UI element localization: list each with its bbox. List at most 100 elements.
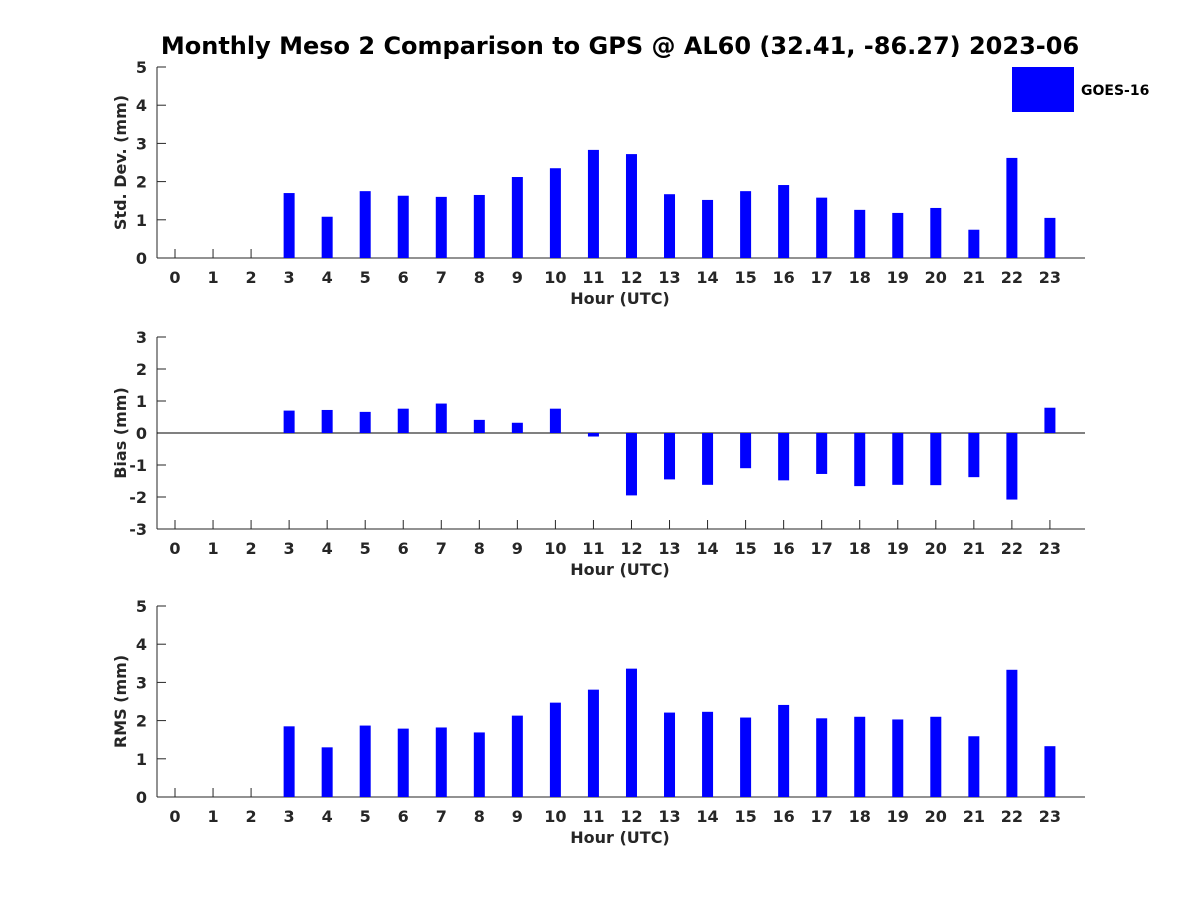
bar (1044, 407, 1056, 433)
x-tick-label: 3 (284, 268, 295, 287)
x-tick-label: 3 (284, 807, 295, 826)
bar (702, 199, 714, 258)
bar (435, 196, 447, 258)
x-tick-label: 13 (658, 807, 680, 826)
chart-legend: GOES-16 (1012, 67, 1149, 112)
bar (283, 193, 295, 258)
y-axis-label: RMS (mm) (111, 655, 130, 748)
x-tick-label: 4 (322, 807, 333, 826)
bar (816, 197, 828, 258)
x-tick-label: 16 (773, 268, 795, 287)
bar (321, 409, 333, 433)
bar (473, 419, 485, 433)
bar (1006, 669, 1018, 797)
bar (930, 716, 942, 797)
bar (1044, 217, 1056, 258)
x-tick-label: 16 (773, 539, 795, 558)
x-tick-label: 7 (436, 539, 447, 558)
y-tick-label: 1 (136, 392, 147, 411)
x-tick-label: 20 (925, 539, 947, 558)
bar (511, 422, 523, 433)
x-tick-label: 15 (734, 539, 756, 558)
y-tick-label: 4 (136, 96, 147, 115)
bar (664, 712, 676, 797)
x-axis-label: Hour (UTC) (570, 560, 670, 579)
x-tick-label: 19 (887, 268, 909, 287)
bar (587, 689, 599, 797)
x-tick-label: 20 (925, 807, 947, 826)
x-tick-label: 5 (360, 268, 371, 287)
bar (778, 433, 790, 481)
bar (549, 702, 561, 797)
legend-label: GOES-16 (1081, 83, 1149, 99)
bar (778, 185, 790, 258)
bar (511, 177, 523, 258)
x-tick-label: 23 (1039, 268, 1061, 287)
x-tick-label: 18 (849, 539, 871, 558)
x-tick-label: 22 (1001, 539, 1023, 558)
x-tick-label: 3 (284, 539, 295, 558)
bar (854, 716, 866, 797)
bar (397, 728, 409, 797)
x-tick-label: 10 (544, 268, 566, 287)
y-tick-label: 2 (136, 173, 147, 192)
bar (473, 194, 485, 258)
bar (892, 212, 904, 258)
x-tick-label: 1 (207, 539, 218, 558)
x-axis-label: Hour (UTC) (570, 289, 670, 308)
bar (664, 194, 676, 258)
x-tick-label: 0 (169, 268, 180, 287)
y-tick-label: 2 (136, 360, 147, 379)
x-axis-label: Hour (UTC) (570, 828, 670, 847)
x-tick-label: 6 (398, 539, 409, 558)
bar (587, 433, 599, 437)
x-tick-label: 19 (887, 539, 909, 558)
bar (816, 433, 828, 474)
y-axis-label: Std. Dev. (mm) (111, 95, 130, 230)
bar (397, 408, 409, 433)
y-tick-label: 3 (136, 134, 147, 153)
x-tick-label: 14 (696, 268, 718, 287)
x-tick-label: 7 (436, 268, 447, 287)
x-tick-label: 6 (398, 268, 409, 287)
bar (854, 209, 866, 258)
bar (740, 717, 752, 797)
x-tick-label: 21 (963, 539, 985, 558)
x-tick-label: 5 (360, 807, 371, 826)
x-tick-label: 18 (849, 268, 871, 287)
x-tick-label: 1 (207, 807, 218, 826)
x-tick-label: 21 (963, 807, 985, 826)
y-tick-label: 5 (136, 597, 147, 616)
y-tick-label: 5 (136, 58, 147, 77)
x-tick-label: 2 (246, 268, 257, 287)
x-tick-label: 13 (658, 539, 680, 558)
bar (930, 433, 942, 486)
bar (283, 410, 295, 433)
y-tick-label: -1 (129, 456, 147, 475)
bar (740, 433, 752, 469)
x-tick-label: 11 (582, 807, 604, 826)
x-tick-label: 16 (773, 807, 795, 826)
bar (1006, 157, 1018, 258)
bar (549, 168, 561, 258)
legend-swatch (1012, 67, 1074, 112)
y-tick-label: 4 (136, 635, 147, 654)
x-tick-label: 19 (887, 807, 909, 826)
bar (397, 195, 409, 258)
y-tick-label: 2 (136, 712, 147, 731)
bar (740, 191, 752, 258)
x-tick-label: 10 (544, 807, 566, 826)
bar (1044, 746, 1056, 797)
x-tick-label: 22 (1001, 268, 1023, 287)
bar (968, 229, 980, 258)
y-tick-label: -2 (129, 488, 147, 507)
y-tick-label: -3 (129, 520, 147, 539)
bar (892, 719, 904, 797)
x-tick-label: 0 (169, 807, 180, 826)
y-tick-label: 0 (136, 424, 147, 443)
y-tick-label: 3 (136, 328, 147, 347)
x-tick-label: 2 (246, 807, 257, 826)
bar (1006, 433, 1018, 500)
